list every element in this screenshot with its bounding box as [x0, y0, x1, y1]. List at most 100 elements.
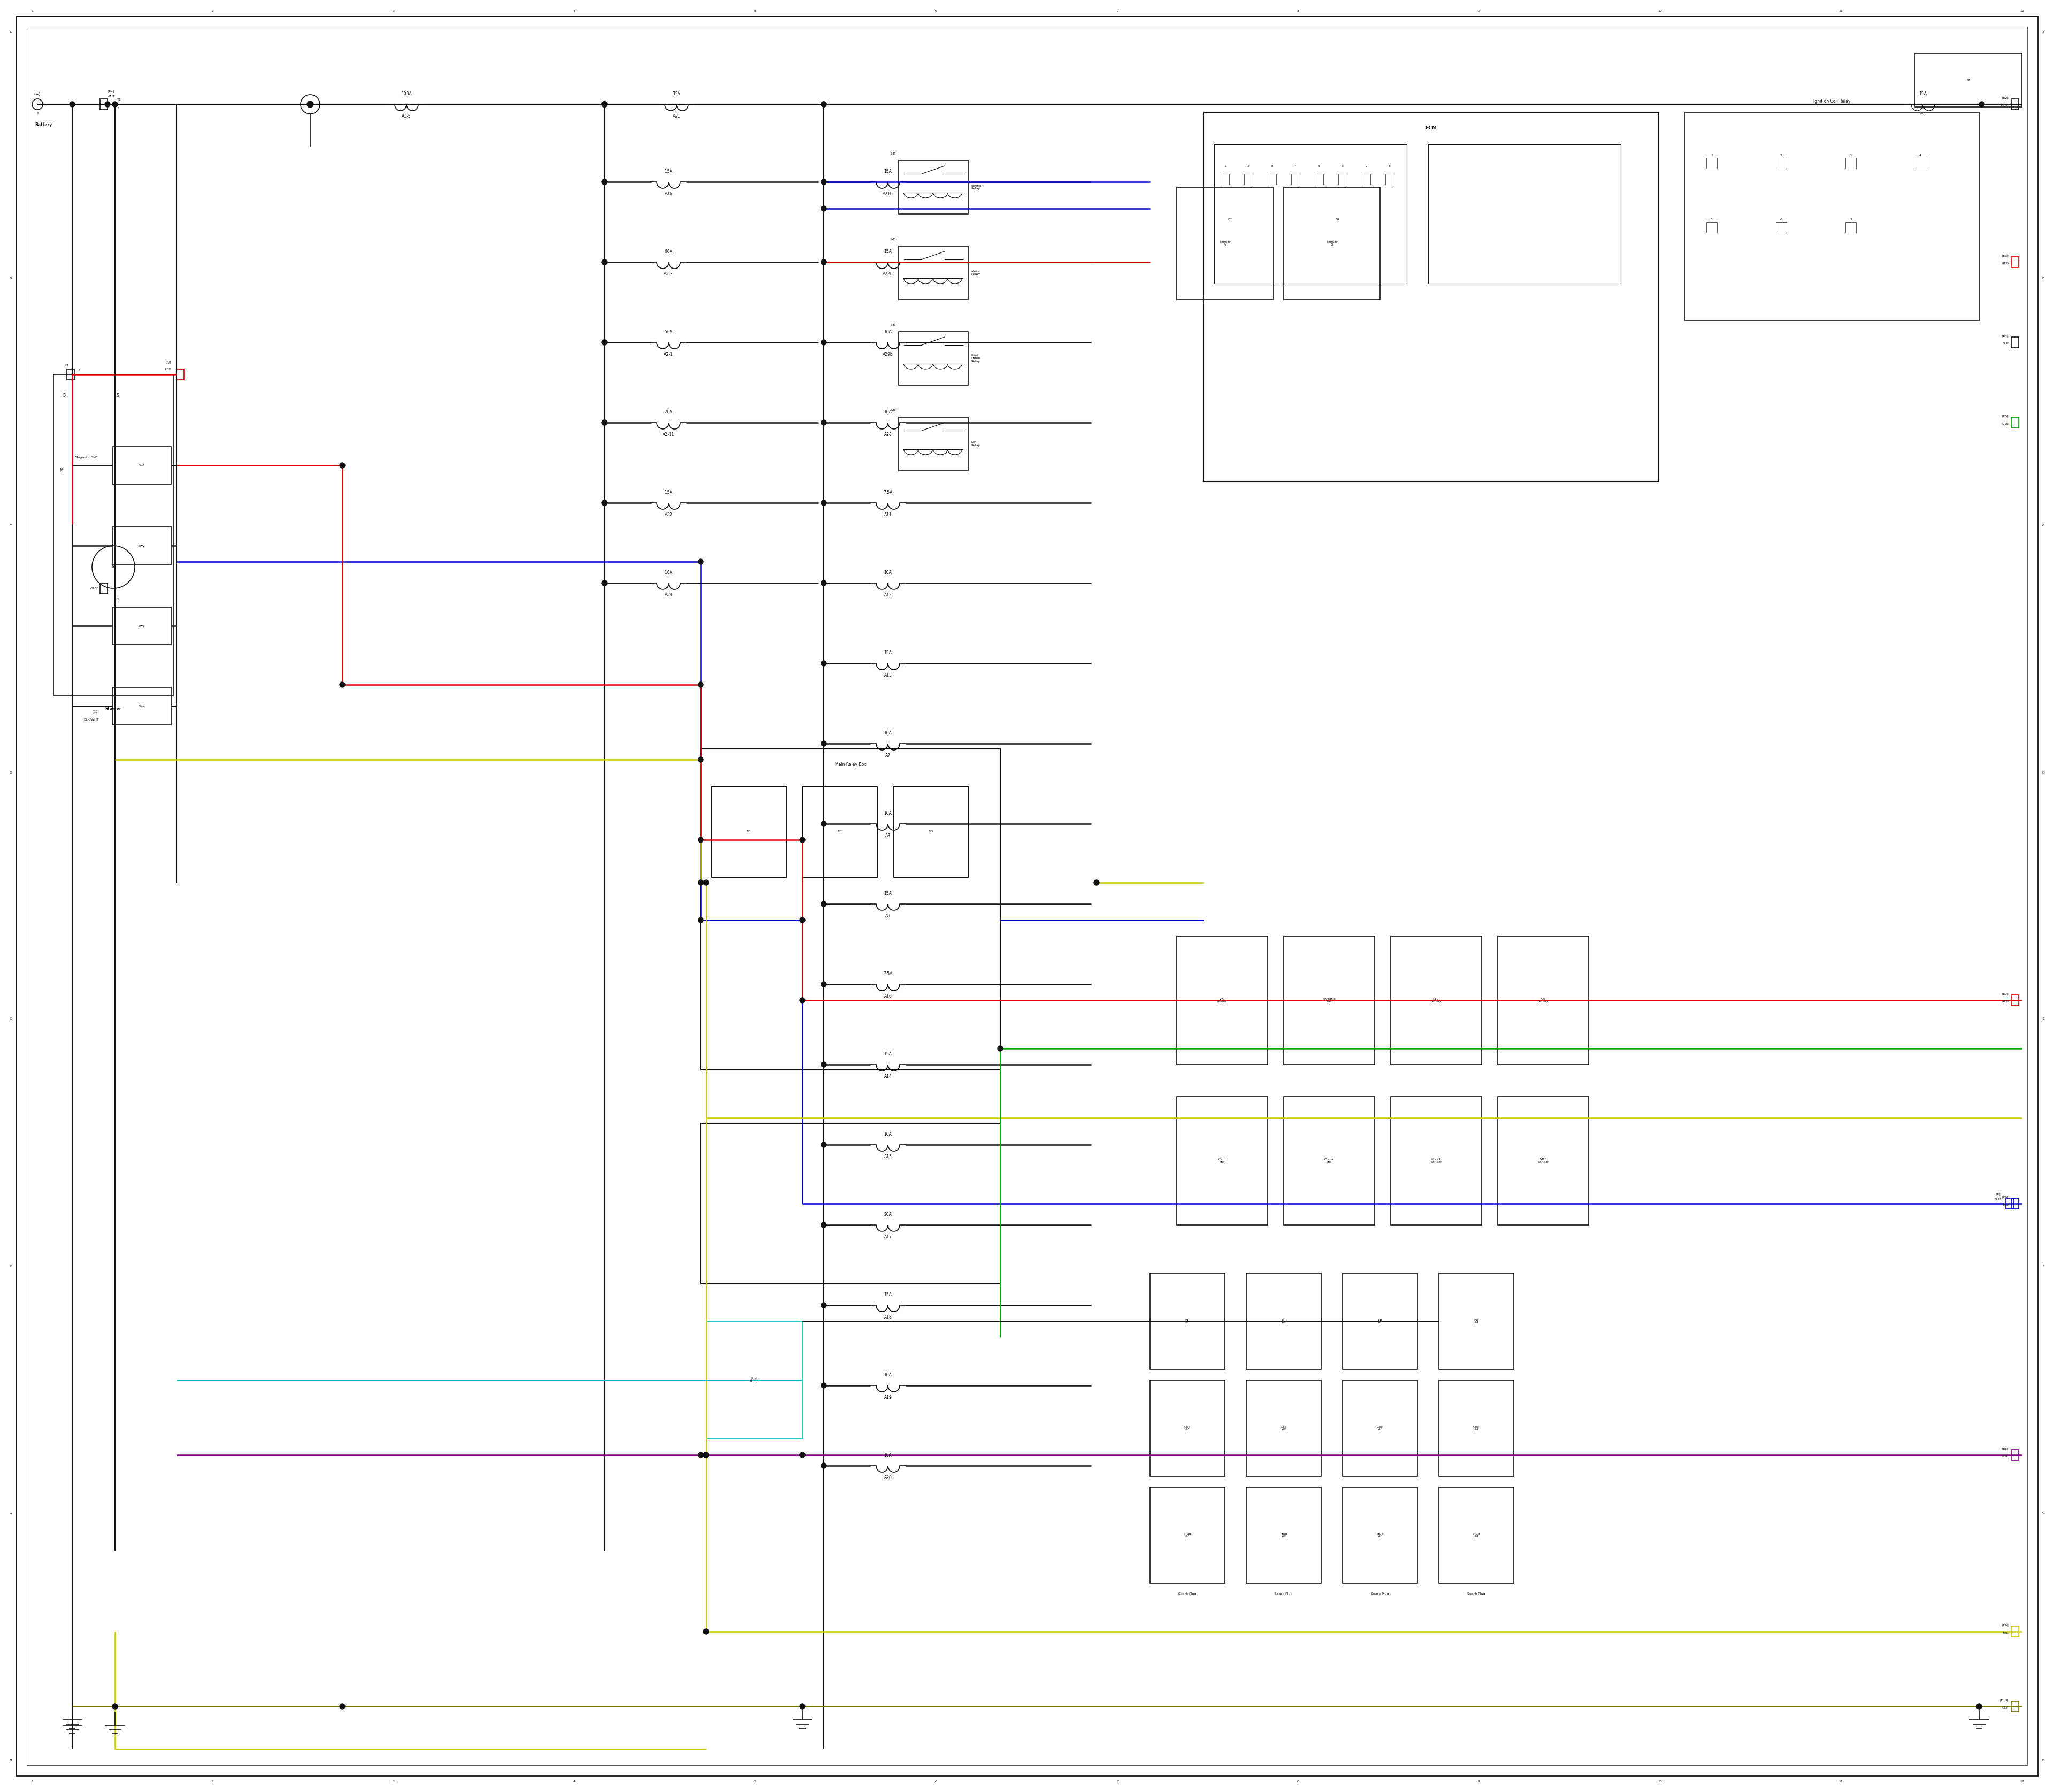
Text: 6: 6	[1781, 219, 1783, 220]
Text: 1: 1	[31, 1779, 33, 1783]
Text: 50A: 50A	[665, 330, 672, 335]
Text: T1: T1	[117, 99, 121, 102]
Circle shape	[822, 982, 826, 987]
Bar	[900, 246, 967, 299]
Text: 3: 3	[392, 1779, 394, 1783]
Text: MAP
Sensor: MAP Sensor	[1430, 998, 1442, 1004]
Circle shape	[822, 821, 826, 826]
Circle shape	[822, 260, 826, 265]
Text: 5: 5	[1711, 219, 1713, 220]
Text: [E1]: [E1]	[109, 90, 115, 91]
Text: G: G	[10, 1511, 12, 1514]
Text: M3: M3	[928, 830, 933, 833]
Text: 10A: 10A	[883, 1373, 891, 1378]
Text: [E9]: [E9]	[2003, 1624, 2009, 1627]
Text: 9: 9	[1479, 9, 1481, 13]
Circle shape	[822, 1063, 826, 1068]
Text: BLK/WHT: BLK/WHT	[84, 719, 99, 720]
Circle shape	[602, 102, 608, 108]
Text: Battery: Battery	[35, 122, 51, 127]
Bar	[1440, 1272, 1514, 1369]
Text: E: E	[10, 1018, 12, 1020]
Bar	[2007, 1199, 2013, 1210]
Circle shape	[822, 581, 826, 586]
Text: M1: M1	[746, 830, 752, 833]
Text: INJ
#3: INJ #3	[1378, 1319, 1382, 1324]
Bar	[1150, 1272, 1224, 1369]
Text: Coil
#3: Coil #3	[1376, 1425, 1382, 1432]
Bar	[803, 787, 877, 878]
Text: 8: 8	[1389, 165, 1391, 167]
Text: A17: A17	[883, 1235, 891, 1240]
Text: 7.5A: 7.5A	[883, 489, 893, 495]
Circle shape	[1980, 102, 1984, 108]
Circle shape	[602, 419, 608, 425]
Circle shape	[698, 880, 702, 885]
Text: A2-11: A2-11	[663, 432, 674, 437]
Text: 8: 8	[1298, 9, 1300, 13]
Bar	[1245, 174, 1253, 185]
Bar	[707, 1321, 803, 1439]
Bar	[1707, 158, 1717, 168]
Circle shape	[1095, 880, 1099, 885]
Text: A8: A8	[885, 833, 891, 839]
Text: 15A: 15A	[883, 249, 891, 254]
Text: A14: A14	[883, 1073, 891, 1079]
Text: A: A	[10, 30, 12, 34]
Bar	[1914, 54, 2021, 108]
Text: Throttle
Pos: Throttle Pos	[1323, 998, 1335, 1004]
Text: 10A: 10A	[883, 410, 891, 414]
Text: M2: M2	[838, 830, 842, 833]
Text: A10: A10	[883, 995, 891, 998]
Bar	[1204, 113, 1658, 482]
Text: [E]: [E]	[1996, 1193, 2001, 1195]
Bar	[1343, 1380, 1417, 1477]
Text: Sensor
B: Sensor B	[1327, 240, 1337, 246]
Bar	[900, 418, 967, 471]
Bar	[1844, 222, 1857, 233]
Text: B2: B2	[1228, 219, 1232, 220]
Bar	[2011, 995, 2019, 1005]
Text: 6: 6	[1341, 165, 1343, 167]
Text: E: E	[2042, 1018, 2044, 1020]
Circle shape	[105, 102, 111, 108]
Bar	[1391, 1097, 1481, 1226]
Bar	[1777, 158, 1787, 168]
Text: 10A: 10A	[883, 330, 891, 335]
Bar	[900, 161, 967, 213]
Text: 5: 5	[754, 9, 756, 13]
Text: A28: A28	[883, 432, 891, 437]
Bar	[1707, 222, 1717, 233]
Text: 6: 6	[935, 1779, 937, 1783]
Text: Sensor
A: Sensor A	[1220, 240, 1230, 246]
Text: [E3]: [E3]	[2003, 254, 2009, 256]
Text: Crank
Pos: Crank Pos	[1325, 1158, 1335, 1163]
Circle shape	[702, 880, 709, 885]
Text: MAF
Sensor: MAF Sensor	[1538, 1158, 1549, 1163]
Text: D: D	[2042, 771, 2044, 774]
Text: H: H	[2042, 1758, 2044, 1762]
Text: OLV: OLV	[2003, 1706, 2009, 1710]
Text: Sw3: Sw3	[138, 625, 146, 627]
Bar	[113, 527, 170, 564]
Circle shape	[698, 837, 702, 842]
Circle shape	[822, 206, 826, 211]
Bar	[1177, 186, 1273, 299]
Circle shape	[698, 683, 702, 688]
Circle shape	[799, 918, 805, 923]
Text: 15A: 15A	[883, 168, 891, 174]
Text: INJ
#1: INJ #1	[1185, 1319, 1189, 1324]
Text: A21: A21	[674, 115, 680, 118]
Bar	[1384, 174, 1395, 185]
Text: Spark Plug: Spark Plug	[1467, 1593, 1485, 1595]
Text: B: B	[10, 278, 12, 280]
Bar	[1177, 1097, 1267, 1226]
Text: PUR: PUR	[2003, 1455, 2009, 1457]
Circle shape	[822, 661, 826, 667]
Text: 7: 7	[1851, 219, 1853, 220]
Text: A16: A16	[665, 192, 672, 197]
Circle shape	[698, 559, 702, 564]
Text: 20A: 20A	[883, 1211, 891, 1217]
Text: C: C	[10, 523, 12, 527]
Text: A11: A11	[883, 513, 891, 518]
